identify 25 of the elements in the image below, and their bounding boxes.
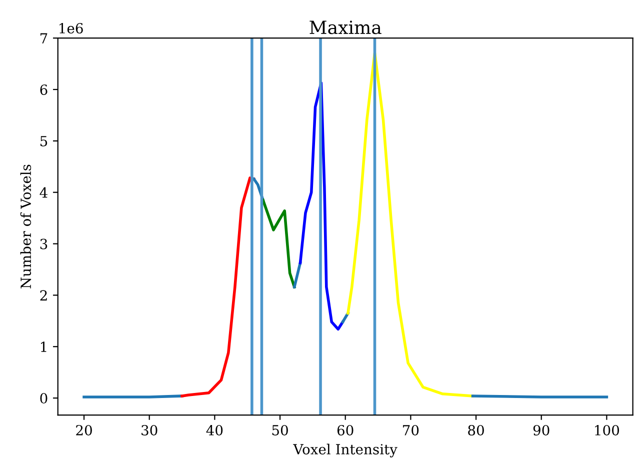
x-axis-title: Voxel Intensity <box>293 444 398 458</box>
y-tick-label: 4 <box>40 187 48 198</box>
y-tick-label: 0 <box>40 393 48 404</box>
y-tick-label: 6 <box>40 84 48 95</box>
line-series <box>262 198 296 288</box>
y-tick-label: 5 <box>40 136 48 146</box>
x-tick-label: 70 <box>403 424 419 436</box>
x-tick-label: 80 <box>468 424 484 436</box>
line-series <box>180 176 256 398</box>
y-tick-label: 7 <box>40 33 48 44</box>
x-tick-label: 90 <box>533 424 550 436</box>
x-tick-label: 30 <box>142 424 158 436</box>
x-tick-label: 100 <box>595 424 620 436</box>
line-series <box>346 52 474 398</box>
x-tick-label: 20 <box>76 424 92 436</box>
line-series <box>298 81 344 331</box>
x-tick-label: 40 <box>206 424 223 436</box>
x-tick-label: 50 <box>272 424 288 436</box>
y-axis-title: Number of Voxels <box>20 164 32 288</box>
y-tick-label: 2 <box>40 290 47 300</box>
y-tick-label: 1 <box>41 342 46 352</box>
text: 1e6 <box>60 22 83 34</box>
y-tick-label: 3 <box>40 238 48 250</box>
x-tick-label: 60 <box>337 424 354 436</box>
chart-title: Maxima <box>310 20 382 34</box>
